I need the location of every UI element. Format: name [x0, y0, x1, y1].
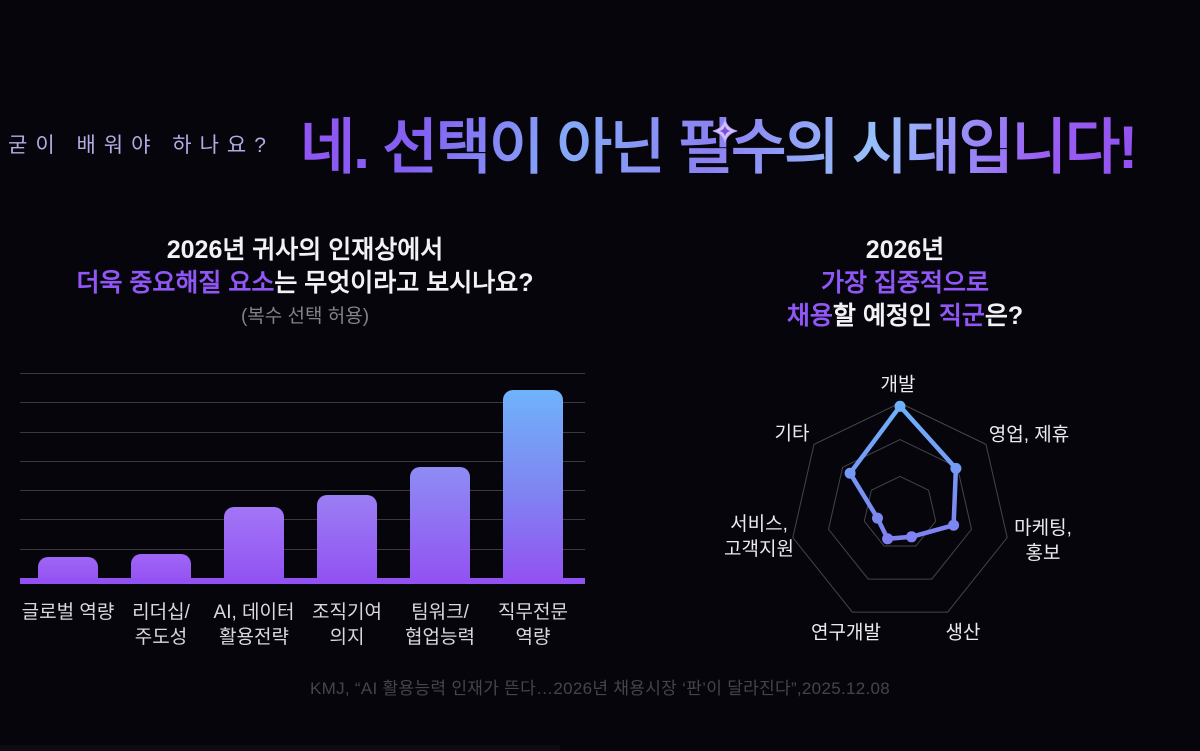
radar-data [844, 400, 962, 545]
radar-data-polygon [847, 404, 959, 542]
radar-title-hl1: 채용 [786, 302, 833, 330]
bar-category-label: AI, 데이터 활용전략 [213, 602, 295, 648]
radar-axis-label: 마케팅, 홍보 [1014, 518, 1072, 564]
gridline [20, 519, 585, 521]
radar-rings [792, 402, 1008, 613]
radar-axis-label: 연구개발 [811, 622, 881, 644]
radar-data-point [948, 519, 960, 531]
kicker-text: 굳이 배워야 하나요? [8, 134, 274, 157]
radar-ring [863, 475, 937, 547]
radar-data-point [844, 467, 856, 479]
gridline [20, 373, 585, 374]
bar-category-label: 조직기여 의지 [312, 602, 382, 648]
radar-axis-label: 생산 [945, 622, 981, 644]
bar-chart-title-rest: 는 무엇이라고 보시나요? [274, 269, 534, 297]
citation-text: KMJ, “AI 활용능력 인재가 뜬다…2026년 채용시장 ‘판’이 달라진… [309, 679, 891, 698]
bar-chart-baseline [20, 578, 585, 584]
bar-chart-subtitle: (복수 선택 허용) [240, 306, 370, 327]
radar-axis-label: 영업, 제휴 [988, 424, 1070, 446]
gridline [20, 431, 585, 433]
radar-axis-label: 개발 [880, 374, 916, 396]
radar-ring [792, 402, 1008, 613]
radar-ring [827, 439, 973, 580]
radar-svg [792, 400, 1008, 613]
radar-data-point [872, 512, 883, 524]
sparkle-icon [712, 118, 738, 144]
bottom-strip [0, 745, 560, 751]
radar-title-hl2: 직군 [938, 302, 985, 330]
radar-data-point [882, 533, 894, 545]
radar-title-line2: 가장 집중적으로 [821, 269, 989, 297]
page-title: 네. 선택이 아닌 필수의 시대입니다! [300, 103, 1200, 193]
radar-title-mid: 할 예정인 [832, 302, 939, 330]
gridline [20, 490, 585, 492]
bar-chart-title-line2: 더욱 중요해질 요소는 무엇이라고 보시나요? [20, 267, 590, 300]
bar-chart-title-line1: 2026년 귀사의 인재상에서 [166, 236, 444, 264]
radar-title-line1: 2026년 [865, 236, 945, 264]
radar-data-point [894, 400, 906, 412]
bar-5 [503, 390, 563, 578]
radar-chart-title: 2026년 가장 집중적으로 채용할 예정인 직군은? [715, 234, 1095, 333]
radar-title-end: 은? [984, 302, 1024, 330]
bar-category-label: 팀워크/ 협업능력 [405, 602, 475, 648]
gridline [20, 460, 585, 462]
gridline [20, 548, 585, 550]
radar-chart [660, 348, 1140, 678]
bar-4 [410, 467, 470, 578]
bar-category-label: 직무전문 역량 [498, 602, 568, 648]
bar-2 [224, 507, 284, 578]
bar-1 [131, 554, 191, 578]
bar-category-label: 글로벌 역량 [21, 602, 115, 623]
radar-title-line3: 채용할 예정인 직군은? [715, 300, 1095, 333]
bar-category-label: 리더십/ 주도성 [132, 602, 190, 648]
radar-axis-label: 기타 [774, 423, 810, 445]
radar-axis-label: 서비스, 고객지원 [724, 514, 794, 560]
radar-data-point [906, 531, 917, 543]
bar-chart [20, 373, 585, 578]
bar-chart-title-highlight: 더욱 중요해질 요소 [76, 269, 275, 297]
bar-labels: 글로벌 역량 리더십/ 주도성 AI, 데이터 활용전략 조직기여 의지 팀워크/ 협업… [20, 600, 585, 660]
bar-3 [317, 495, 377, 578]
bar-chart-title: 2026년 귀사의 인재상에서 더욱 중요해질 요소는 무엇이라고 보시나요? … [20, 234, 590, 333]
gridline [20, 402, 585, 404]
radar-data-point [950, 462, 962, 474]
bar-0 [38, 557, 98, 578]
